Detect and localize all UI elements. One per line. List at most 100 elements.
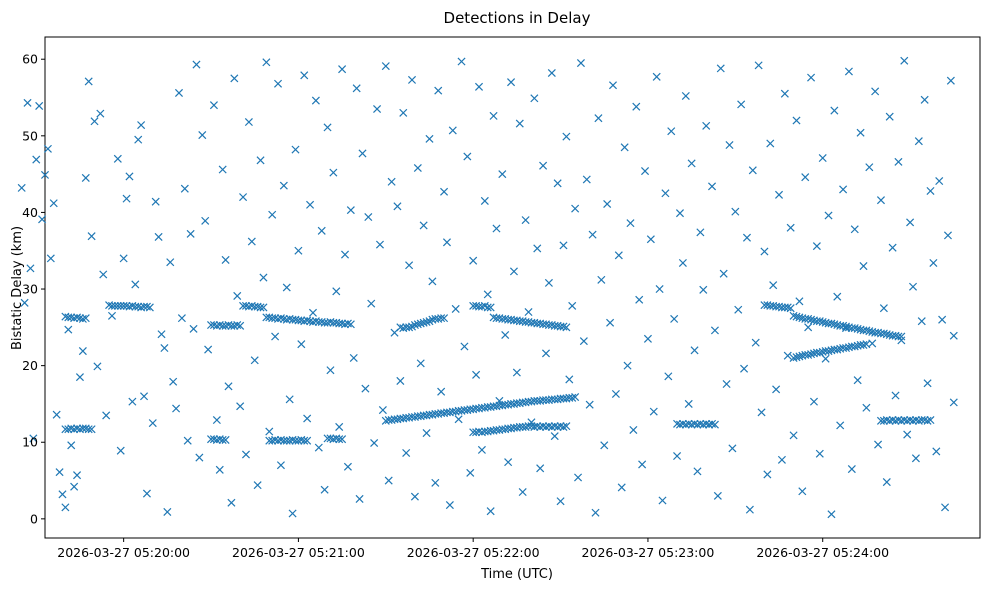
data-point [300,71,309,80]
data-point [477,445,486,454]
data-point [335,422,344,431]
data-point [515,422,524,431]
data-point [285,436,294,445]
data-point [52,410,61,419]
data-point [509,267,518,276]
data-point [419,221,428,230]
data-point [894,416,903,425]
data-point [705,420,714,429]
data-point [923,416,932,425]
data-point [58,490,67,499]
chart-title: Detections in Delay [444,9,591,27]
data-point [850,324,859,333]
data-point [690,346,699,355]
data-point [218,165,227,174]
data-point [437,387,446,396]
data-point [547,422,556,431]
data-point [84,77,93,86]
data-point [571,393,580,402]
data-point [812,242,821,251]
data-point [903,416,912,425]
data-point [297,316,306,325]
data-point [90,117,99,126]
data-point [527,418,536,427]
data-point [329,435,338,444]
y-axis-ticks: 0 10 20 30 40 50 60 [22,52,45,526]
data-point [445,501,454,510]
data-point [440,314,449,323]
data-point [841,322,851,331]
data-point [897,416,906,425]
data-point [442,238,451,247]
data-point [291,145,300,154]
data-point [87,232,96,241]
data-point [661,189,670,198]
data-point [917,317,926,326]
data-point [364,212,373,222]
data-point [273,79,283,88]
data-point [646,235,655,244]
data-point [594,114,603,123]
data-point [888,416,897,425]
data-point [859,262,868,271]
y-tick-label: 0 [30,511,38,526]
data-point [894,157,903,166]
data-point [882,330,891,339]
data-point [591,508,600,517]
data-point [807,315,816,324]
data-point [17,183,26,192]
data-point [326,366,335,375]
data-point [815,317,824,326]
data-point [853,376,862,385]
data-point [524,307,533,317]
data-point [457,57,466,66]
data-point [716,64,725,73]
data-point [20,298,29,307]
data-point [340,250,350,259]
data-point [652,72,661,81]
data-point [142,302,151,311]
data-point [422,429,431,438]
data-point [929,258,938,268]
data-point [169,377,178,386]
data-point [495,396,504,405]
data-point [751,338,760,347]
data-point [908,416,918,425]
data-point [891,416,900,425]
data-point [780,89,789,98]
x-tick-label: 2026-03-27 05:20:00 [57,545,190,560]
data-point [559,241,568,250]
data-point [230,321,239,330]
data-point [180,184,189,193]
data-point [748,166,757,175]
data-point [236,321,245,330]
data-point [413,320,422,329]
data-point [102,411,111,420]
data-point [268,436,277,445]
data-point [559,322,568,331]
data-point [804,314,813,323]
data-point [163,507,172,516]
data-point [521,216,530,225]
data-point [623,361,632,370]
data-point [448,126,457,135]
data-point [841,343,851,353]
data-point [160,343,169,353]
data-point [675,209,685,218]
data-point [830,320,839,329]
data-point [932,447,941,456]
data-point [96,109,105,118]
data-point [416,319,425,328]
data-point [486,507,495,516]
data-point [285,395,294,404]
data-point [588,230,597,239]
data-point [393,202,402,211]
data-point [649,407,658,416]
data-point [340,320,350,329]
data-point [888,243,897,252]
data-point [821,354,830,363]
data-point [757,408,766,417]
data-point [81,173,90,182]
data-point [638,460,647,469]
